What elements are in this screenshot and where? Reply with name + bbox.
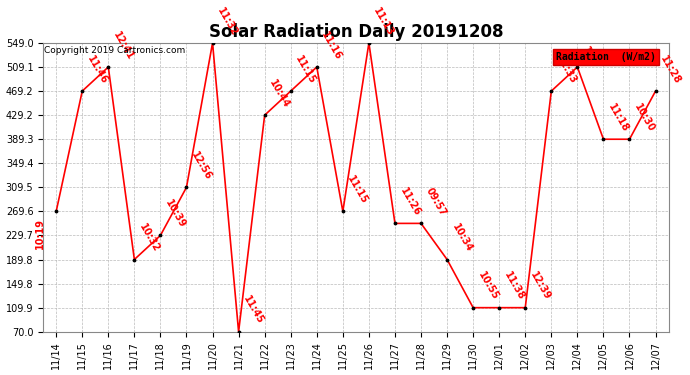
Text: 11:32: 11:32 xyxy=(215,6,239,38)
Text: 09:57: 09:57 xyxy=(424,186,448,218)
Text: 11: 11 xyxy=(580,45,595,62)
Text: 11:46: 11:46 xyxy=(85,54,109,86)
Text: 12:41: 12:41 xyxy=(111,30,135,62)
Text: 12:56: 12:56 xyxy=(189,150,213,182)
Text: 10:34: 10:34 xyxy=(450,222,474,254)
Text: 11:15: 11:15 xyxy=(346,174,370,206)
Title: Solar Radiation Daily 20191208: Solar Radiation Daily 20191208 xyxy=(208,23,503,41)
Text: 11:13: 11:13 xyxy=(372,6,396,38)
Text: 11:16: 11:16 xyxy=(319,30,344,62)
Text: Copyright 2019 Cartronics.com: Copyright 2019 Cartronics.com xyxy=(44,46,186,55)
Text: 11:38: 11:38 xyxy=(502,270,526,302)
Text: 10:19: 10:19 xyxy=(34,218,45,249)
Text: 10:30: 10:30 xyxy=(632,102,656,134)
Text: 11:15: 11:15 xyxy=(293,54,317,86)
Text: 10:44: 10:44 xyxy=(268,78,292,110)
Text: 12:39: 12:39 xyxy=(528,270,552,302)
Text: 11:33: 11:33 xyxy=(554,54,578,86)
Text: 11:45: 11:45 xyxy=(241,294,266,326)
Text: 11:26: 11:26 xyxy=(397,186,422,218)
Text: Radiation  (W/m2): Radiation (W/m2) xyxy=(556,52,656,62)
Text: 10:39: 10:39 xyxy=(164,198,188,230)
Text: 10:32: 10:32 xyxy=(137,222,161,254)
Text: 10:55: 10:55 xyxy=(476,270,500,302)
Text: 11:18: 11:18 xyxy=(607,102,631,134)
Text: 11:28: 11:28 xyxy=(658,54,682,86)
